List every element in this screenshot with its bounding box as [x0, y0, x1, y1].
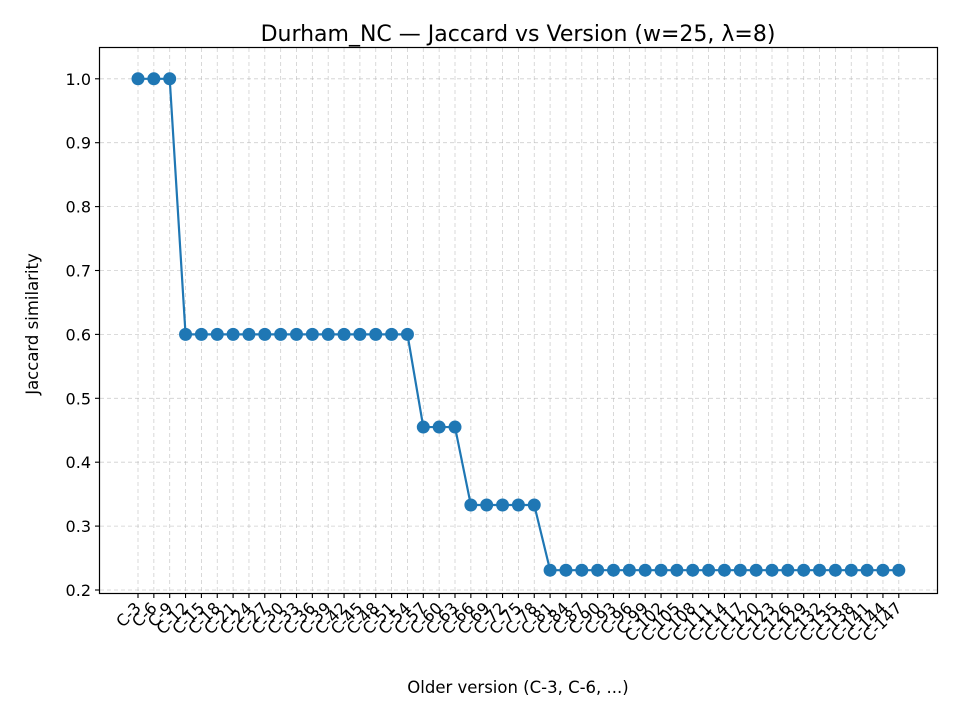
data-point [147, 72, 161, 86]
data-point [860, 563, 874, 577]
data-point [210, 327, 224, 341]
y-tick-label: 0.7 [66, 262, 91, 281]
data-point [781, 563, 795, 577]
data-point [305, 327, 319, 341]
data-point [749, 563, 763, 577]
data-point [480, 498, 494, 512]
data-point [702, 563, 716, 577]
data-point [638, 563, 652, 577]
y-tick-label: 0.6 [66, 325, 91, 344]
data-point [654, 563, 668, 577]
data-point [686, 563, 700, 577]
y-tick-label: 0.9 [66, 134, 91, 153]
data-point [464, 498, 478, 512]
data-point [844, 563, 858, 577]
data-point [765, 563, 779, 577]
y-tick-label: 0.8 [66, 198, 91, 217]
data-point [242, 327, 256, 341]
x-axis-label: Older version (C-3, C-6, ...) [407, 678, 628, 697]
data-point [543, 563, 557, 577]
data-point [828, 563, 842, 577]
data-point [131, 72, 145, 86]
data-point [591, 563, 605, 577]
data-point [432, 420, 446, 434]
data-point [385, 327, 399, 341]
data-point [496, 498, 510, 512]
data-point [448, 420, 462, 434]
x-axis-ticks: C-3C-6C-9C-12C-15C-18C-21C-24C-27C-30C-3… [112, 593, 906, 645]
data-point [876, 563, 890, 577]
data-point [400, 327, 414, 341]
data-series [131, 72, 906, 577]
data-point [670, 563, 684, 577]
y-tick-label: 0.5 [66, 389, 91, 408]
data-point [163, 72, 177, 86]
data-point [321, 327, 335, 341]
data-point [194, 327, 208, 341]
data-point [813, 563, 827, 577]
y-tick-label: 0.4 [66, 453, 91, 472]
y-tick-label: 1.0 [66, 70, 91, 89]
chart-title: Durham_NC — Jaccard vs Version (w=25, λ=… [261, 22, 776, 47]
data-point [892, 563, 906, 577]
data-point [179, 327, 193, 341]
data-point [575, 563, 589, 577]
data-point [717, 563, 731, 577]
data-point [353, 327, 367, 341]
data-point [511, 498, 525, 512]
data-point [559, 563, 573, 577]
data-point [226, 327, 240, 341]
y-tick-label: 0.3 [66, 517, 91, 536]
data-point [290, 327, 303, 341]
data-point [369, 327, 383, 341]
data-point [797, 563, 811, 577]
y-axis-ticks: 0.2 0.3 0.4 0.5 0.6 0.7 0.8 0.9 1.0 [66, 70, 100, 600]
data-point [622, 563, 636, 577]
data-point [337, 327, 351, 341]
y-axis-label: Jaccard similarity [23, 253, 42, 396]
data-point [733, 563, 747, 577]
data-point [258, 327, 272, 341]
data-point [274, 327, 288, 341]
y-tick-label: 0.2 [66, 581, 91, 600]
data-point [416, 420, 430, 434]
data-point [607, 563, 620, 577]
data-point [527, 498, 541, 512]
